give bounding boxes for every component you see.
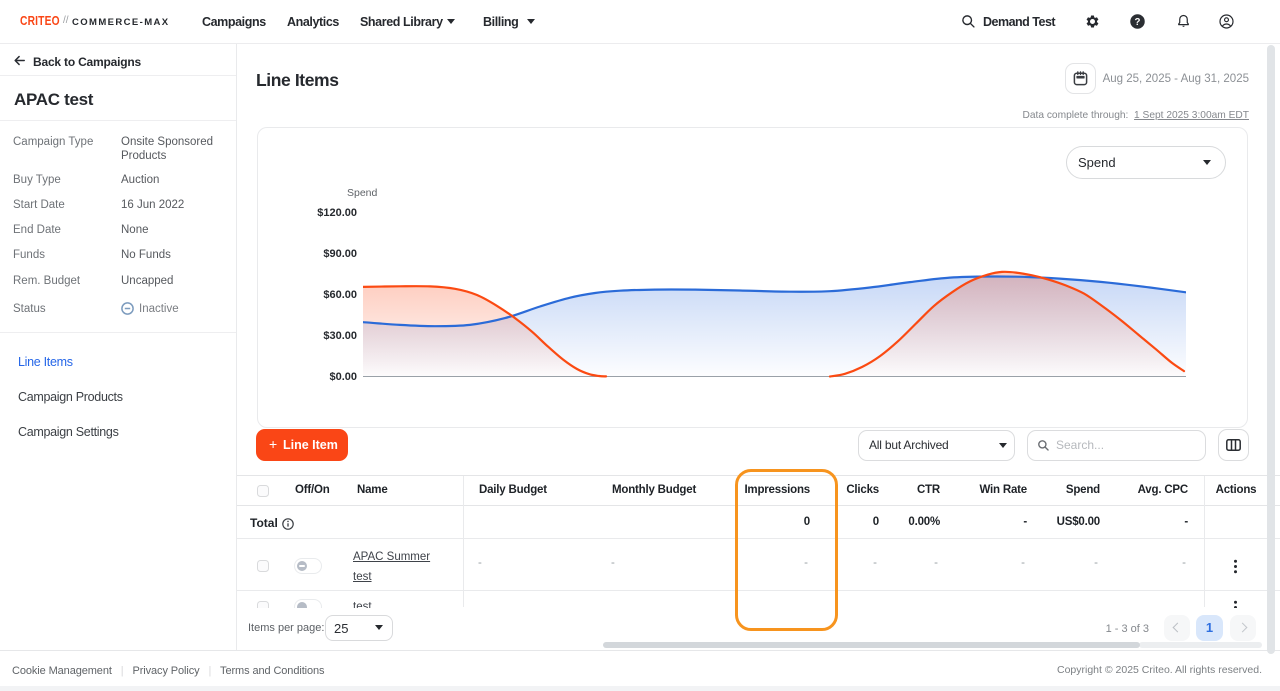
svg-text:?: ?	[1135, 17, 1141, 28]
